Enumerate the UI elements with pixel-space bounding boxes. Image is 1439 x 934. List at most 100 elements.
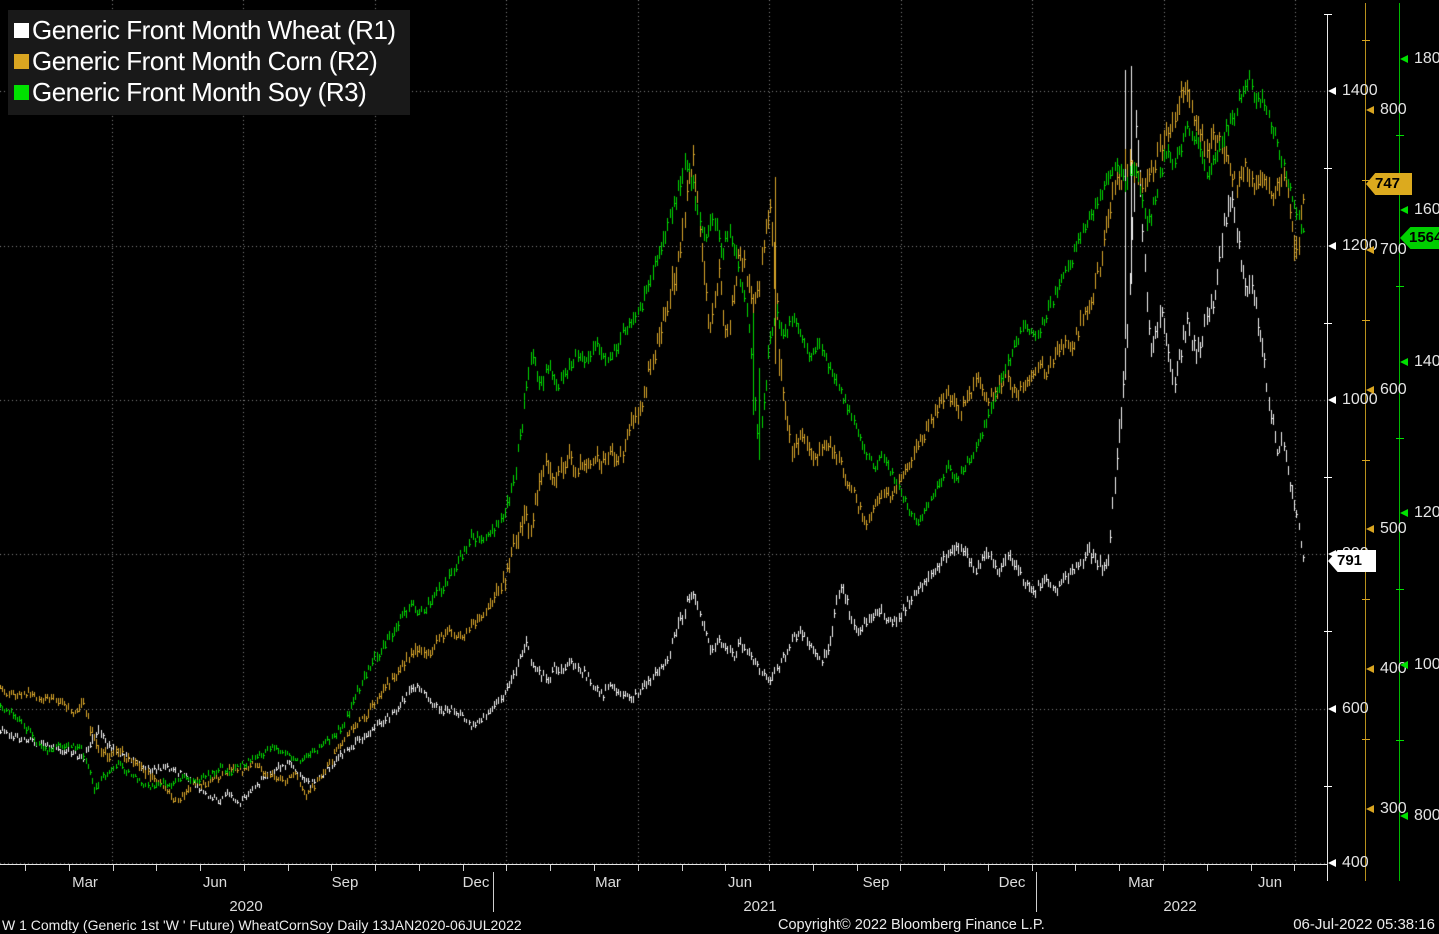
axis-tick-arrow-R1 xyxy=(1328,859,1336,867)
legend-item-label: Generic Front Month Soy (R3) xyxy=(32,77,367,107)
axis-tick-arrow-R1 xyxy=(1328,705,1336,713)
axis-minor-tick-R3 xyxy=(1396,589,1404,590)
axis-line-R1 xyxy=(1327,14,1328,881)
price-chart-canvas[interactable] xyxy=(0,0,1327,882)
time-axis-tick xyxy=(900,865,901,871)
chart-legend: Generic Front Month Wheat (R1) Generic Fr… xyxy=(8,10,410,115)
month-label-9: Jun xyxy=(1257,874,1283,891)
legend-item-label: Generic Front Month Corn (R2) xyxy=(32,46,378,76)
time-axis-tick xyxy=(419,865,420,871)
legend-item-1[interactable]: Generic Front Month Wheat (R1) xyxy=(14,15,396,46)
time-axis-tick xyxy=(988,865,989,871)
axis-minor-tick-R1 xyxy=(1324,323,1332,324)
year-label-2: 2022 xyxy=(1163,898,1197,915)
axis-tick-arrow-R3 xyxy=(1400,55,1408,63)
axis-tick-label-R3: 1600 xyxy=(1414,201,1439,218)
axis-tick-arrow-R2 xyxy=(1366,106,1374,114)
time-axis-tick xyxy=(857,865,858,871)
axis-minor-tick-R3 xyxy=(1396,740,1404,741)
month-label-2: Sep xyxy=(331,874,359,891)
axis-minor-tick-R1 xyxy=(1324,14,1332,15)
month-label-5: Jun xyxy=(727,874,753,891)
axis-minor-tick-R2 xyxy=(1362,599,1370,600)
time-axis-tick xyxy=(1119,865,1120,871)
time-axis-tick xyxy=(594,865,595,871)
axis-tick-arrow-R1 xyxy=(1328,87,1336,95)
axis-tick-label-R2: 600 xyxy=(1380,381,1407,398)
legend-swatch-icon xyxy=(14,85,29,100)
time-axis-tick xyxy=(1032,865,1033,871)
legend-item-2[interactable]: Generic Front Month Corn (R2) xyxy=(14,46,396,77)
last-price-tag-R3: 1564 xyxy=(1400,227,1439,249)
axis-minor-tick-R1 xyxy=(1324,477,1332,478)
year-label-0: 2020 xyxy=(229,898,263,915)
time-axis-tick xyxy=(769,865,770,871)
time-axis-tick xyxy=(944,865,945,871)
legend-swatch-icon xyxy=(14,54,29,69)
legend-item-label: Generic Front Month Wheat (R1) xyxy=(32,15,396,45)
axis-minor-tick-R3 xyxy=(1396,438,1404,439)
axis-tick-label-R3: 1400 xyxy=(1414,353,1439,370)
axis-tick-label-R2: 500 xyxy=(1380,520,1407,537)
copyright-text: Copyright© 2022 Bloomberg Finance L.P. xyxy=(778,917,1045,933)
axis-tick-label-R2: 800 xyxy=(1380,101,1407,118)
time-axis-tick xyxy=(1294,865,1295,871)
axis-tick-arrow-R2 xyxy=(1366,386,1374,394)
axis-tick-arrow-R2 xyxy=(1366,805,1374,813)
time-axis-tick xyxy=(69,865,70,871)
month-label-7: Dec xyxy=(998,874,1026,891)
axis-tick-label-R1: 600 xyxy=(1342,700,1369,717)
axis-minor-tick-R2 xyxy=(1362,320,1370,321)
axis-tick-arrow-R2 xyxy=(1366,246,1374,254)
security-description: W 1 Comdty (Generic 1st 'W ' Future) Whe… xyxy=(2,917,522,933)
time-axis-tick xyxy=(25,865,26,871)
time-axis-tick xyxy=(550,865,551,871)
axis-tick-arrow-R1 xyxy=(1328,550,1336,558)
axis-minor-tick-R2 xyxy=(1362,739,1370,740)
time-axis-tick xyxy=(331,865,332,871)
axis-tick-label-R3: 800 xyxy=(1414,807,1439,824)
axis-minor-tick-R2 xyxy=(1362,40,1370,41)
time-axis-tick xyxy=(156,865,157,871)
axis-tick-arrow-R1 xyxy=(1328,242,1336,250)
axis-minor-tick-R3 xyxy=(1396,135,1404,136)
axis-tick-label-R2: 700 xyxy=(1380,241,1407,258)
time-axis-tick xyxy=(288,865,289,871)
time-axis-tick xyxy=(244,865,245,871)
time-axis-tick xyxy=(813,865,814,871)
month-label-1: Jun xyxy=(202,874,228,891)
time-axis-tick xyxy=(725,865,726,871)
axis-tick-label-R1: 400 xyxy=(1342,854,1369,871)
timestamp: 06-Jul-2022 05:38:16 xyxy=(1293,916,1435,933)
axis-tick-arrow-R1 xyxy=(1328,396,1336,404)
time-axis-tick xyxy=(375,865,376,871)
axis-minor-tick-R3 xyxy=(1396,286,1404,287)
time-axis-tick xyxy=(200,865,201,871)
axis-tick-arrow-R3 xyxy=(1400,509,1408,517)
axis-tick-label-R1: 1000 xyxy=(1342,391,1378,408)
legend-item-3[interactable]: Generic Front Month Soy (R3) xyxy=(14,77,396,108)
axis-minor-tick-R2 xyxy=(1362,180,1370,181)
year-separator-tick xyxy=(493,872,494,912)
time-axis-tick xyxy=(1251,865,1252,871)
axis-tick-arrow-R3 xyxy=(1400,358,1408,366)
time-axis-line xyxy=(0,864,1328,865)
month-label-3: Dec xyxy=(462,874,490,891)
time-axis-tick xyxy=(463,865,464,871)
month-label-8: Mar xyxy=(1128,874,1154,891)
month-label-0: Mar xyxy=(72,874,98,891)
axis-line-R3 xyxy=(1399,3,1400,881)
axis-tick-label-R3: 1000 xyxy=(1414,656,1439,673)
time-axis-tick xyxy=(506,865,507,871)
axis-minor-tick-R2 xyxy=(1362,460,1370,461)
time-axis-tick xyxy=(113,865,114,871)
time-axis-tick xyxy=(1163,865,1164,871)
axis-line-R2 xyxy=(1365,3,1366,881)
year-label-1: 2021 xyxy=(743,898,777,915)
last-price-tag-R1: 791 xyxy=(1328,550,1376,572)
axis-tick-label-R1: 1400 xyxy=(1342,82,1378,99)
axis-tick-arrow-R3 xyxy=(1400,661,1408,669)
month-label-6: Sep xyxy=(862,874,890,891)
axis-minor-tick-R1 xyxy=(1324,631,1332,632)
